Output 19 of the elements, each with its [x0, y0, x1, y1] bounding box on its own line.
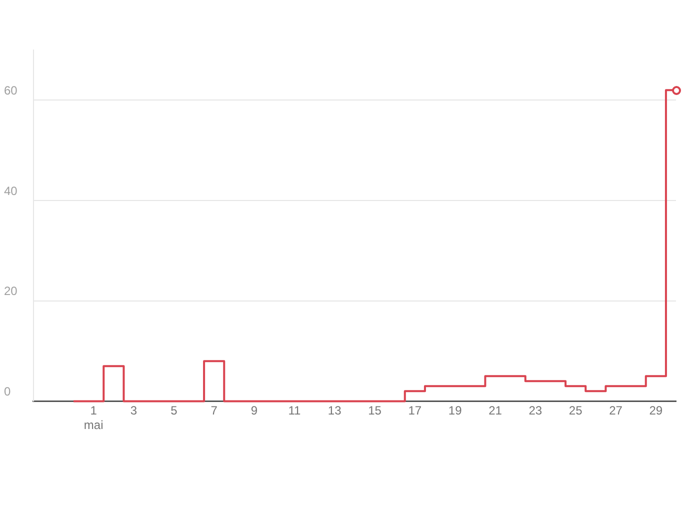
x-tick-label: 25 — [568, 404, 583, 418]
y-tick-label: 0 — [4, 384, 11, 399]
y-tick-label: 40 — [4, 184, 18, 198]
y-tick-label: 20 — [4, 284, 18, 298]
x-tick-label: 5 — [170, 404, 178, 418]
x-tick-label: 11 — [288, 404, 301, 418]
y-tick-label: 60 — [4, 83, 18, 98]
x-tick-label: 9 — [250, 404, 258, 418]
x-tick-label: 17 — [408, 404, 422, 418]
x-tick-label: 15 — [368, 404, 382, 418]
x-tick-label: 13 — [328, 404, 342, 418]
x-tick-label: 21 — [488, 404, 502, 418]
x-tick-label: 1 mai — [84, 404, 104, 432]
x-tick-label: 27 — [609, 404, 623, 418]
x-tick-label: 29 — [649, 404, 663, 418]
x-tick-label: 3 — [130, 404, 138, 418]
x-tick-label: 19 — [448, 404, 462, 418]
x-tick-label: 23 — [528, 404, 542, 418]
x-tick-label: 7 — [210, 404, 218, 418]
